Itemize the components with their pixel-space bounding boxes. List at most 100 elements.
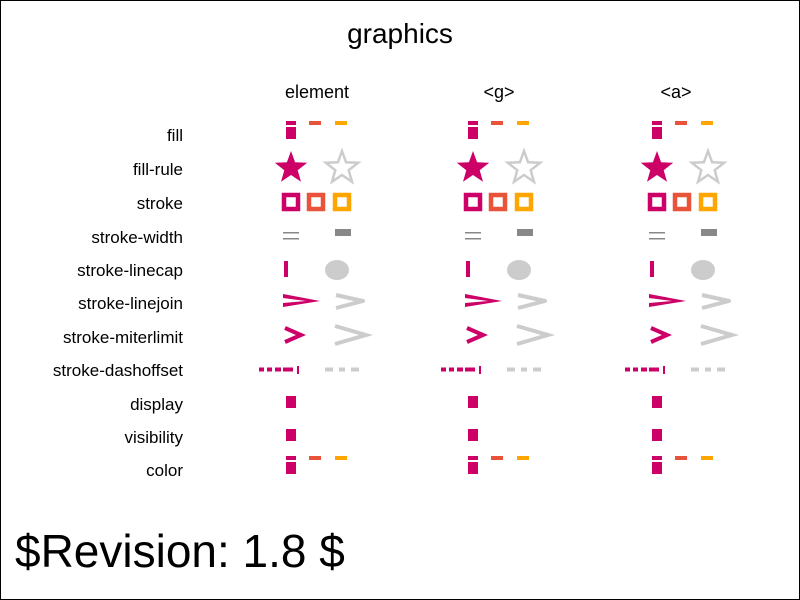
color-sample-dash-orange-red	[491, 456, 503, 460]
linejoin-arrow-icon	[283, 294, 320, 307]
row-label-fill-rule: fill-rule	[133, 160, 183, 179]
linecap-round-dot	[507, 260, 531, 280]
color-sample-dash-top	[468, 456, 478, 460]
column-header-g: <g>	[483, 82, 514, 102]
dashoffset-dash-gray	[717, 367, 725, 372]
row-label-display: display	[130, 395, 183, 414]
fill-sample-block	[286, 127, 296, 139]
fill-sample-dash-orange	[701, 121, 713, 125]
outline-star-icon	[322, 147, 362, 185]
filled-star-icon	[274, 151, 308, 182]
thin-line-bottom	[283, 238, 299, 240]
fill-sample-dash-orange	[335, 121, 347, 125]
thin-line-top	[649, 232, 665, 234]
color-sample-dash-orange	[517, 456, 529, 460]
thick-line	[517, 229, 533, 236]
fill-sample-dash-top	[286, 121, 296, 125]
stroke-square-magenta	[463, 192, 483, 212]
display-sample-block	[468, 396, 478, 408]
row-label-visibility: visibility	[124, 428, 183, 447]
linecap-round-dot	[325, 260, 349, 280]
dashoffset-dash-gray	[351, 367, 359, 372]
color-sample-block	[652, 462, 662, 474]
fill-sample-block	[652, 127, 662, 139]
color-sample-dash-orange-red	[309, 456, 321, 460]
dashoffset-dash-magenta	[449, 367, 454, 372]
thin-line-top	[283, 232, 299, 234]
color-sample-dash-orange-red	[675, 456, 687, 460]
linecap-bar	[466, 261, 470, 277]
dashoffset-dash-gray	[691, 367, 699, 372]
dashoffset-dash-magenta	[641, 367, 647, 372]
dashoffset-dash-magenta	[633, 367, 638, 372]
visibility-sample-block	[652, 429, 662, 441]
linejoin-chevron-icon	[517, 293, 547, 310]
color-sample-block	[286, 462, 296, 474]
thin-line-top	[465, 232, 481, 234]
miterlimit-chevron-gray-icon	[334, 324, 374, 346]
dashoffset-dash-magenta	[457, 367, 463, 372]
thin-line-bottom	[465, 238, 481, 240]
dashoffset-dash-magenta	[283, 367, 293, 372]
color-sample-block	[468, 462, 478, 474]
stroke-square-magenta	[647, 192, 667, 212]
dashoffset-dash-gray	[705, 367, 711, 372]
row-label-stroke-width: stroke-width	[91, 228, 183, 247]
display-sample-block	[652, 396, 662, 408]
linecap-bar	[650, 261, 654, 277]
dashoffset-dash-magenta	[275, 367, 281, 372]
fill-sample-dash-top	[652, 121, 662, 125]
miterlimit-chevron-magenta-icon	[466, 326, 488, 344]
column-samples-element	[259, 121, 374, 474]
column-header-element: element	[285, 82, 349, 102]
row-label-stroke-linejoin: stroke-linejoin	[78, 294, 183, 313]
linejoin-arrow-icon	[465, 294, 502, 307]
color-sample-dash-orange	[701, 456, 713, 460]
thin-line-bottom	[649, 238, 665, 240]
dashoffset-tick-magenta	[297, 366, 299, 374]
thick-line	[335, 229, 351, 236]
dashoffset-dash-magenta	[267, 367, 272, 372]
dashoffset-dash-gray	[507, 367, 515, 372]
visibility-sample-block	[468, 429, 478, 441]
linejoin-chevron-icon	[701, 293, 731, 310]
stroke-square-orange	[698, 192, 718, 212]
stroke-square-orange-red	[672, 192, 692, 212]
linejoin-chevron-icon	[335, 293, 365, 310]
fill-sample-block	[468, 127, 478, 139]
outline-star-icon	[688, 147, 728, 185]
dashoffset-dash-gray	[339, 367, 345, 372]
stroke-square-orange	[332, 192, 352, 212]
color-sample-dash-top	[286, 456, 296, 460]
row-label-stroke-miterlimit: stroke-miterlimit	[63, 328, 183, 347]
stroke-square-magenta	[281, 192, 301, 212]
fill-sample-dash-orange-red	[491, 121, 503, 125]
row-label-stroke-linecap: stroke-linecap	[77, 261, 183, 280]
filled-star-icon	[640, 151, 674, 182]
row-label-fill: fill	[167, 126, 183, 145]
row-label-stroke: stroke	[137, 194, 183, 213]
row-label-stroke-dashoffset: stroke-dashoffset	[53, 361, 183, 380]
dashoffset-dash-magenta	[465, 367, 475, 372]
column-samples-a	[625, 121, 740, 474]
fill-sample-dash-orange	[517, 121, 529, 125]
dashoffset-tick-magenta	[479, 366, 481, 374]
miterlimit-chevron-gray-icon	[700, 324, 740, 346]
dashoffset-dash-magenta	[649, 367, 659, 372]
dashoffset-dash-gray	[325, 367, 333, 372]
miterlimit-chevron-gray-icon	[516, 324, 556, 346]
revision-label: $Revision: 1.8 $	[15, 525, 345, 577]
linejoin-arrow-icon	[649, 294, 686, 307]
fill-sample-dash-top	[468, 121, 478, 125]
miterlimit-chevron-magenta-icon	[650, 326, 672, 344]
color-sample-dash-top	[652, 456, 662, 460]
dashoffset-dash-magenta	[441, 367, 446, 372]
column-samples-g	[441, 121, 556, 474]
stroke-square-orange-red	[306, 192, 326, 212]
stroke-square-orange-red	[488, 192, 508, 212]
filled-star-icon	[456, 151, 490, 182]
miterlimit-chevron-magenta-icon	[284, 326, 306, 344]
dashoffset-tick-magenta	[663, 366, 665, 374]
color-sample-dash-orange	[335, 456, 347, 460]
fill-sample-dash-orange-red	[675, 121, 687, 125]
